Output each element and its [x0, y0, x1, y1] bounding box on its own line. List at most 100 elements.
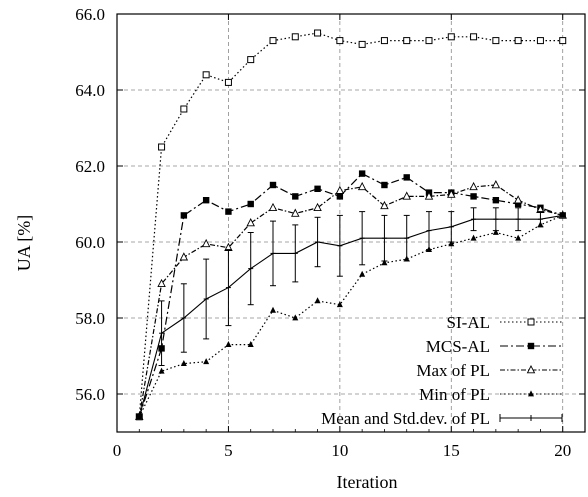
- series-line: [138, 172, 563, 417]
- data-point-open-triangle: [179, 252, 189, 261]
- data-point-open-square: [447, 33, 455, 41]
- data-point-open-triangle: [447, 189, 456, 198]
- data-point-filled-square: [527, 342, 535, 350]
- data-point-filled-square: [269, 181, 277, 189]
- data-point-filled-square: [180, 212, 188, 219]
- data-point-open-square: [180, 105, 188, 113]
- data-point-open-triangle: [313, 202, 322, 212]
- data-point-open-square: [358, 40, 366, 48]
- legend-label: Mean and Std.dev. of PL: [321, 409, 490, 428]
- data-point-filled-triangle: [381, 259, 388, 266]
- data-point-filled-square: [358, 170, 366, 177]
- x-tick-label: 15: [443, 441, 460, 460]
- x-tick-label: 10: [331, 441, 348, 460]
- legend-item: SI-AL: [447, 313, 562, 332]
- data-point-filled-triangle: [180, 360, 187, 366]
- series-layer: [135, 29, 567, 421]
- data-point-open-square: [492, 37, 500, 45]
- y-tick-label: 62.0: [75, 157, 105, 176]
- plot-border: [116, 13, 586, 433]
- data-point-filled-square: [292, 193, 299, 200]
- data-point-filled-square: [381, 181, 388, 189]
- data-point-open-square: [559, 37, 567, 45]
- series-si-al: [135, 29, 567, 421]
- data-point-filled-triangle: [270, 306, 276, 313]
- data-point-filled-triangle: [470, 234, 477, 241]
- data-point-filled-triangle: [336, 301, 343, 308]
- x-tick-label: 5: [224, 441, 233, 460]
- y-tick-label: 60.0: [75, 233, 105, 252]
- data-point-open-square: [380, 37, 388, 45]
- data-point-open-square: [158, 143, 166, 151]
- data-point-open-triangle: [380, 200, 389, 210]
- data-point-filled-square: [314, 185, 321, 192]
- data-point-filled-square: [247, 200, 254, 208]
- data-point-open-square: [514, 37, 522, 45]
- data-point-filled-triangle: [203, 358, 210, 365]
- data-point-filled-square: [492, 197, 500, 204]
- y-tick-label: 66.0: [75, 5, 105, 24]
- data-point-filled-triangle: [247, 341, 254, 347]
- data-point-filled-triangle: [225, 341, 232, 347]
- series-line: [138, 184, 563, 417]
- grid: [117, 13, 585, 432]
- data-point-open-square: [291, 33, 299, 41]
- data-point-filled-triangle: [359, 270, 366, 277]
- data-point-open-square: [314, 29, 322, 37]
- legend-item: Min of PL: [419, 385, 562, 404]
- data-point-filled-triangle: [492, 228, 499, 235]
- data-point-open-triangle: [491, 180, 501, 189]
- legend-item: Max of PL: [416, 361, 562, 380]
- legend-label: Min of PL: [419, 385, 490, 404]
- data-point-open-triangle: [268, 202, 278, 212]
- data-point-open-triangle: [402, 191, 411, 200]
- series-mcs-al: [136, 170, 566, 420]
- data-point-filled-triangle: [158, 367, 165, 374]
- data-point-filled-square: [514, 200, 522, 208]
- series-line: [138, 32, 563, 417]
- data-point-filled-triangle: [314, 297, 321, 304]
- plot-frame: [116, 13, 586, 433]
- legend-label: SI-AL: [447, 313, 490, 332]
- data-point-open-square: [425, 37, 433, 45]
- data-point-open-square: [202, 71, 210, 79]
- legend-label: Max of PL: [416, 361, 490, 380]
- data-point-open-triangle: [246, 218, 255, 227]
- data-point-open-square: [247, 56, 255, 64]
- series-line: [138, 214, 563, 418]
- y-tick-label: 58.0: [75, 309, 105, 328]
- data-point-open-triangle: [157, 278, 166, 288]
- y-axis-label: UA [%]: [14, 215, 34, 272]
- data-point-open-square: [527, 318, 535, 326]
- series-max-of-pl: [135, 180, 567, 421]
- data-point-open-triangle: [424, 191, 434, 200]
- data-point-filled-triangle: [515, 234, 522, 241]
- data-point-filled-square: [403, 174, 410, 181]
- data-point-open-triangle: [357, 181, 367, 191]
- data-point-open-triangle: [201, 238, 211, 248]
- data-point-open-triangle: [291, 208, 300, 217]
- data-point-open-square: [336, 37, 344, 45]
- data-point-open-triangle: [469, 181, 478, 191]
- data-point-filled-square: [225, 208, 232, 215]
- series-min-of-pl: [136, 211, 566, 420]
- data-point-filled-triangle: [448, 240, 455, 247]
- data-point-filled-triangle: [292, 314, 299, 321]
- legend-item: MCS-AL: [426, 337, 562, 356]
- data-point-open-square: [269, 37, 277, 45]
- data-point-filled-triangle: [559, 211, 566, 218]
- data-point-open-square: [536, 37, 544, 45]
- x-tick-label: 20: [554, 441, 571, 460]
- series-line: [138, 214, 563, 417]
- legend-label: MCS-AL: [426, 337, 490, 356]
- data-point-open-triangle: [526, 365, 536, 374]
- y-tick-label: 56.0: [75, 385, 105, 404]
- data-point-filled-square: [336, 193, 344, 200]
- data-point-open-square: [470, 33, 478, 41]
- data-point-filled-square: [470, 193, 477, 200]
- x-tick-label: 0: [113, 441, 122, 460]
- data-point-open-square: [224, 78, 232, 86]
- legend-item: Mean and Std.dev. of PL: [321, 409, 563, 428]
- data-point-filled-square: [202, 197, 210, 204]
